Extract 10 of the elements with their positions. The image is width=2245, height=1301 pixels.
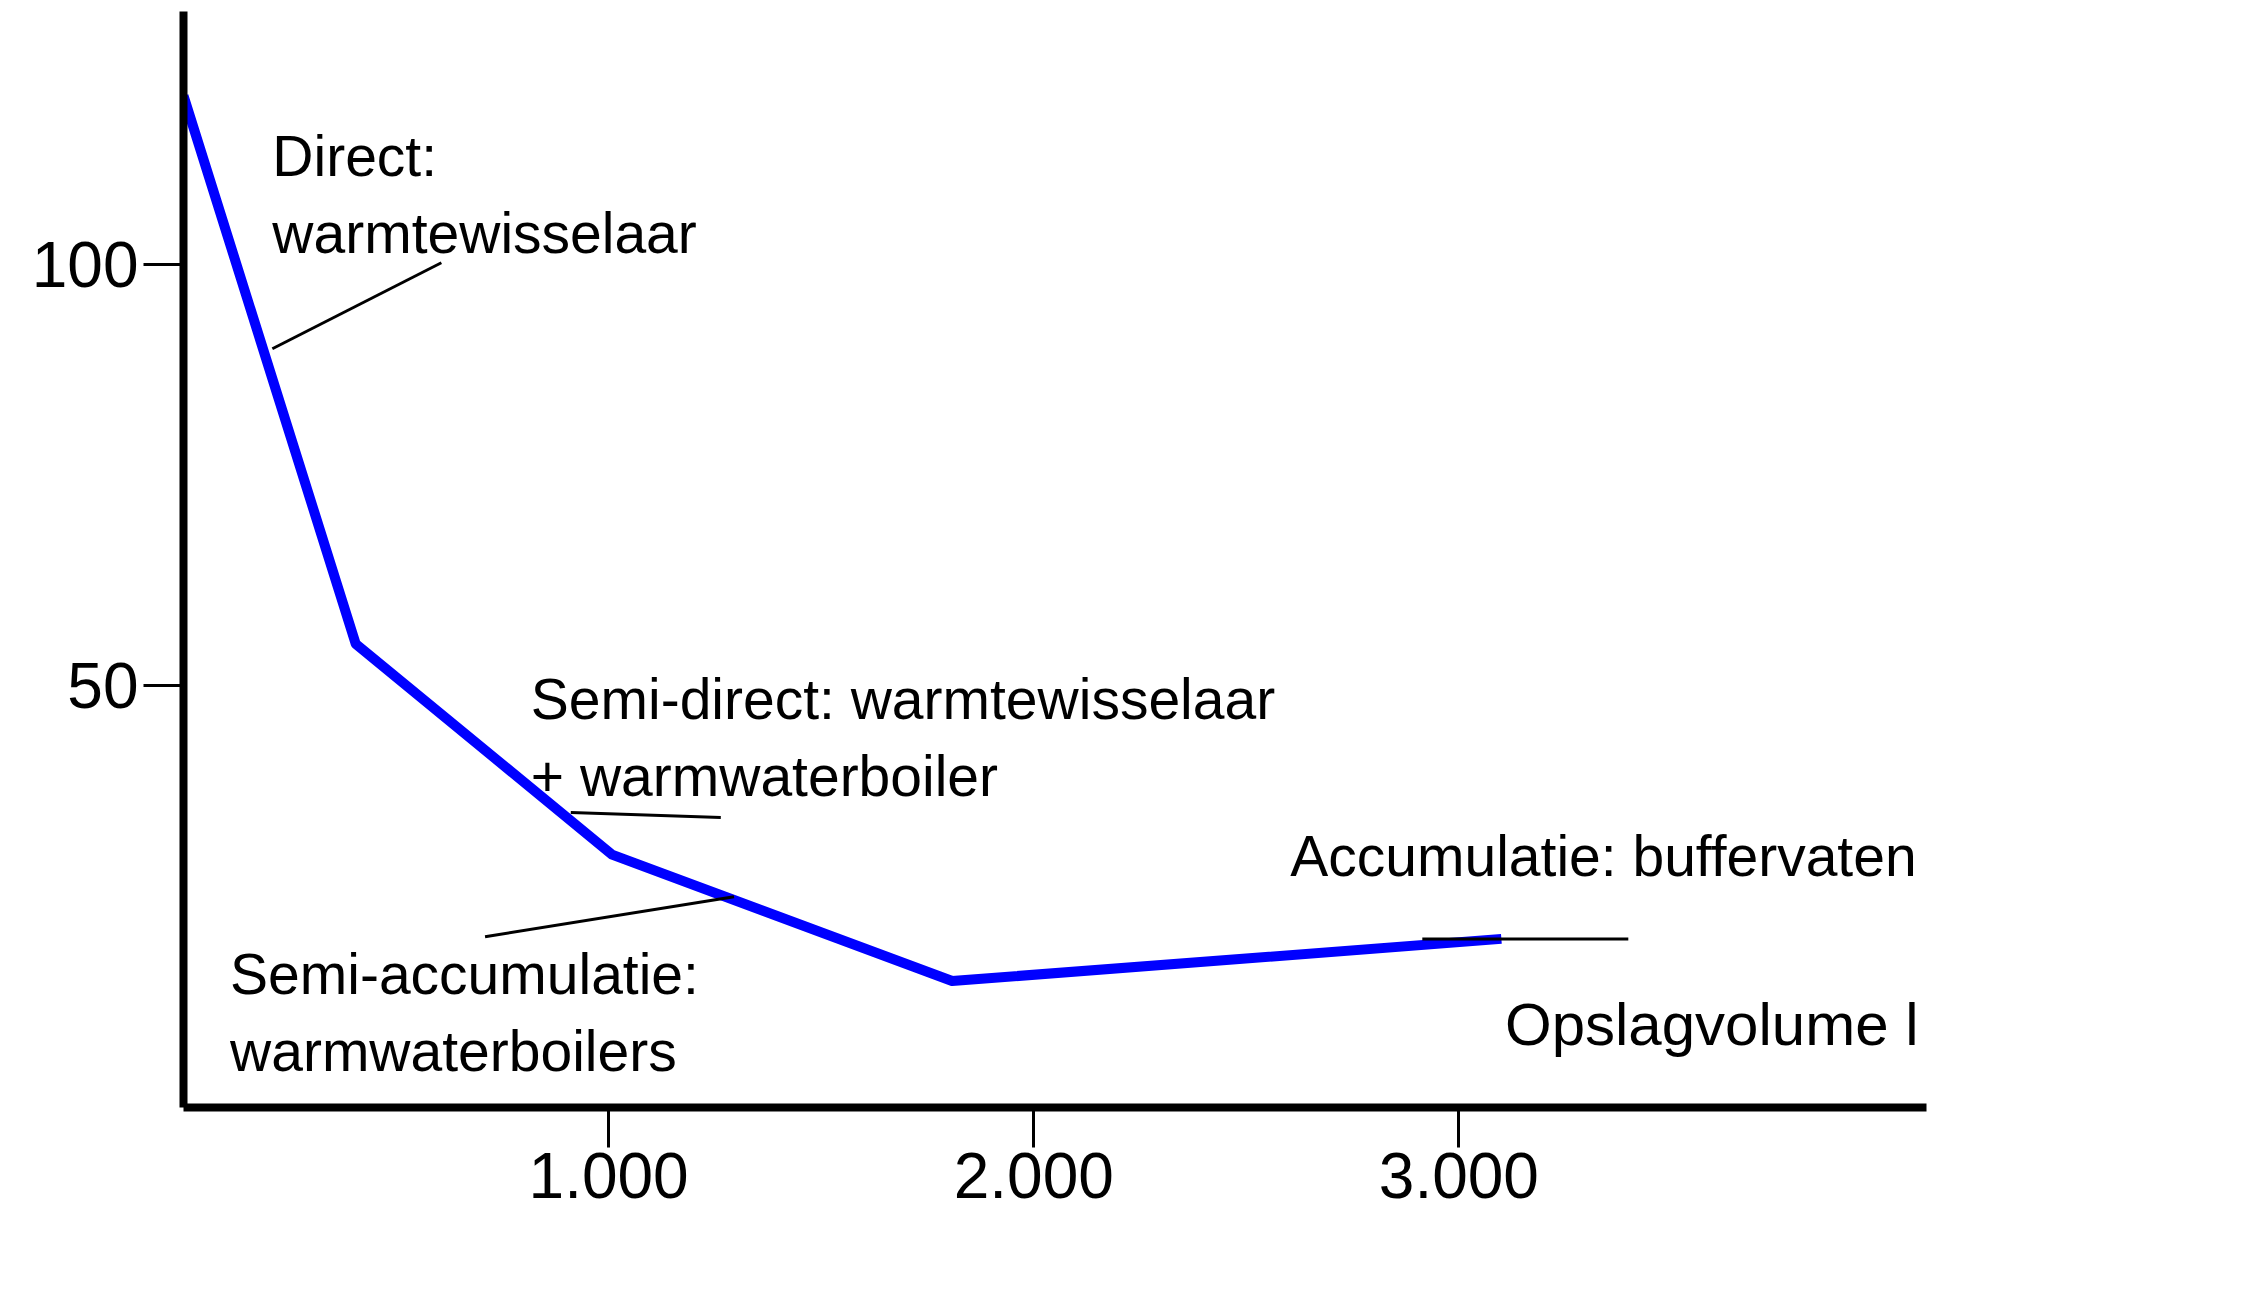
- x-tick-label: 3.000: [1378, 1139, 1539, 1212]
- annotation: Accumulatie: buffervaten: [1290, 823, 1917, 888]
- x-tick-label: 1.000: [528, 1139, 689, 1212]
- annotation: Direct: warmtewisselaar: [271, 123, 697, 265]
- annotation: Semi-direct: warmtewisselaar + warmwaterboiler: [530, 667, 1276, 809]
- annotation: Semi-accumulatie: warmwaterboilers: [229, 941, 699, 1083]
- y-tick-label: 50: [67, 650, 139, 723]
- y-tick-label: 100: [31, 228, 139, 301]
- x-axis-title: Opslagvolume l: [1504, 990, 1919, 1058]
- x-tick-label: 2.000: [953, 1139, 1114, 1212]
